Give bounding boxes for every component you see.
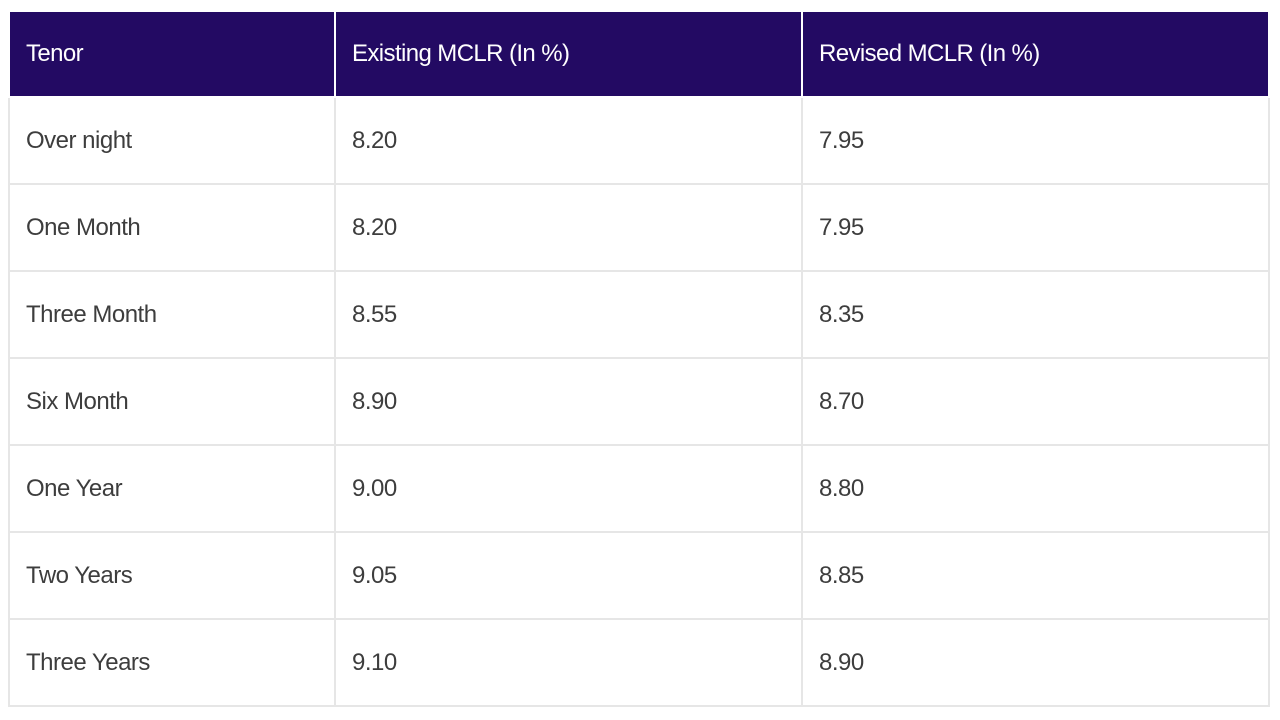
cell-existing-mclr: 8.20	[334, 183, 803, 272]
cell-tenor: Three Years	[8, 618, 336, 707]
table-row: Three Years 9.10 8.90	[8, 618, 1270, 707]
cell-tenor: Three Month	[8, 270, 336, 359]
cell-tenor: One Year	[8, 444, 336, 533]
table-row: Three Month 8.55 8.35	[8, 270, 1270, 359]
cell-revised-mclr: 7.95	[801, 96, 1270, 185]
cell-revised-mclr: 8.80	[801, 444, 1270, 533]
cell-existing-mclr: 8.20	[334, 96, 803, 185]
cell-tenor: Over night	[8, 96, 336, 185]
cell-revised-mclr: 8.90	[801, 618, 1270, 707]
table-row: Six Month 8.90 8.70	[8, 357, 1270, 446]
header-revised-mclr: Revised MCLR (In %)	[801, 10, 1270, 98]
mclr-table-container: Tenor Existing MCLR (In %) Revised MCLR …	[8, 10, 1270, 707]
cell-revised-mclr: 7.95	[801, 183, 1270, 272]
table-header: Tenor Existing MCLR (In %) Revised MCLR …	[8, 10, 1270, 98]
table-row: One Year 9.00 8.80	[8, 444, 1270, 533]
cell-existing-mclr: 9.00	[334, 444, 803, 533]
header-tenor: Tenor	[8, 10, 336, 98]
cell-existing-mclr: 9.05	[334, 531, 803, 620]
cell-tenor: Six Month	[8, 357, 336, 446]
cell-revised-mclr: 8.35	[801, 270, 1270, 359]
cell-existing-mclr: 8.55	[334, 270, 803, 359]
cell-revised-mclr: 8.85	[801, 531, 1270, 620]
table-row: Two Years 9.05 8.85	[8, 531, 1270, 620]
header-existing-mclr: Existing MCLR (In %)	[334, 10, 803, 98]
mclr-table: Tenor Existing MCLR (In %) Revised MCLR …	[8, 10, 1270, 707]
cell-tenor: Two Years	[8, 531, 336, 620]
cell-existing-mclr: 9.10	[334, 618, 803, 707]
cell-tenor: One Month	[8, 183, 336, 272]
table-row: One Month 8.20 7.95	[8, 183, 1270, 272]
cell-revised-mclr: 8.70	[801, 357, 1270, 446]
header-row: Tenor Existing MCLR (In %) Revised MCLR …	[8, 10, 1270, 98]
table-body: Over night 8.20 7.95 One Month 8.20 7.95…	[8, 96, 1270, 707]
table-row: Over night 8.20 7.95	[8, 96, 1270, 185]
cell-existing-mclr: 8.90	[334, 357, 803, 446]
